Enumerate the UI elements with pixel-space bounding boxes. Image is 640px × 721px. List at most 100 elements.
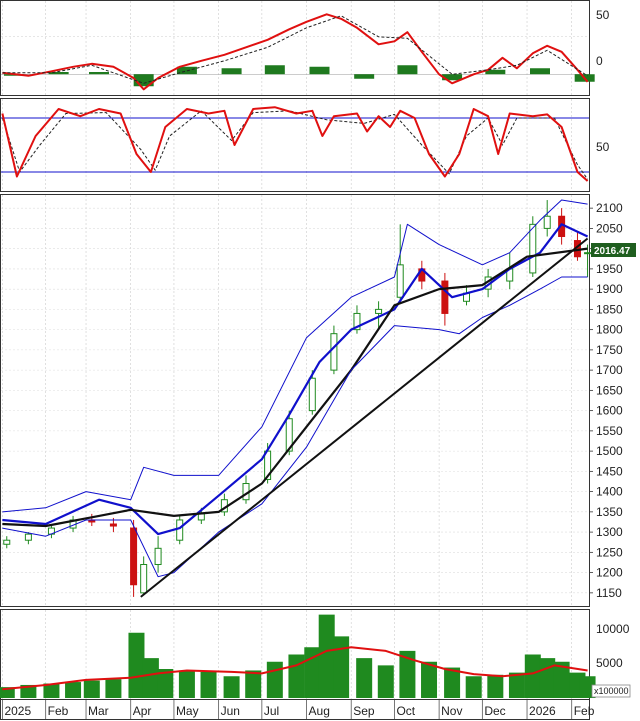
volume-bar xyxy=(20,684,37,698)
volume-bar xyxy=(288,654,305,698)
volume-bar xyxy=(465,676,482,698)
ma-50-line xyxy=(2,247,588,528)
candle-body xyxy=(130,527,138,586)
last-price-box xyxy=(591,243,636,257)
last-price-value: 2016.47 xyxy=(594,246,631,257)
candle-body xyxy=(140,564,148,594)
x-tick-label: Feb xyxy=(48,704,69,718)
candle-body xyxy=(529,223,537,274)
volume-bar xyxy=(65,682,82,698)
grid-layer xyxy=(1,1,589,699)
volume-bar xyxy=(421,661,438,698)
x-tick-label: Jul xyxy=(264,704,279,718)
candle-body xyxy=(330,333,338,371)
volume-bar xyxy=(487,674,504,698)
x-tick-label: Oct xyxy=(396,704,415,718)
macd-histogram-bar xyxy=(309,66,330,75)
x-tick-label: Aug xyxy=(309,704,330,718)
stochastic-d-line xyxy=(1,110,589,180)
macd-panel-frame xyxy=(0,0,590,96)
price-tick-label: 1400 xyxy=(596,485,623,499)
price-axis: 2100205020001950190018501800175017001650… xyxy=(589,201,623,600)
x-tick-label: Dec xyxy=(484,704,505,718)
volume-unit-box xyxy=(591,684,631,698)
stochastic-panel-frame xyxy=(0,98,590,192)
candle-body xyxy=(197,513,205,521)
price-tick-label: 2050 xyxy=(596,221,623,235)
x-tick-label: 2026 xyxy=(529,704,556,718)
marks-layer xyxy=(0,65,596,698)
volume-bar xyxy=(333,636,350,698)
volume-bar xyxy=(356,658,373,698)
price-tick-label: 1550 xyxy=(596,424,623,438)
price-tick-label: 1350 xyxy=(596,505,623,519)
macd-histogram-bar xyxy=(354,74,375,79)
trendline-line xyxy=(140,237,589,598)
volume-tick-10000: 10000 xyxy=(596,622,630,636)
candle-body xyxy=(543,215,551,229)
bollinger-upper-line xyxy=(2,199,588,513)
price-tick-label: 1300 xyxy=(596,525,623,539)
price-tick-label: 1750 xyxy=(596,343,623,357)
volume-bar xyxy=(128,632,145,698)
candle-body xyxy=(441,280,449,314)
volume-bar xyxy=(105,679,122,698)
volume-bar xyxy=(539,658,556,698)
macd-signal-line xyxy=(2,15,588,84)
candle-body xyxy=(24,533,32,541)
x-tick-label: May xyxy=(176,704,199,718)
price-tick-label: 1800 xyxy=(596,323,623,337)
price-tick-label: 1200 xyxy=(596,566,623,580)
volume-bar xyxy=(245,670,262,698)
x-tick-label: 2025 xyxy=(4,704,31,718)
candle-body xyxy=(584,252,592,255)
candle-body xyxy=(285,418,293,452)
last-price-marker: 2016.47 xyxy=(591,243,636,257)
price-tick-label: 1600 xyxy=(596,404,623,418)
x-tick-label: Jun xyxy=(221,704,240,718)
candle-body xyxy=(3,539,11,545)
stochastic-k-line xyxy=(1,106,589,182)
price-tick-label: 1950 xyxy=(596,262,623,276)
volume-bar xyxy=(579,676,596,698)
macd-line xyxy=(2,13,589,91)
price-tick-label: 1850 xyxy=(596,302,623,316)
candle-body xyxy=(154,547,162,566)
macd-histogram-bar xyxy=(530,68,550,75)
volume-ma-line xyxy=(2,646,588,691)
stochastic-axis: 50 xyxy=(596,140,610,154)
candle-body xyxy=(353,312,361,331)
xaxis-frame xyxy=(0,699,590,720)
candle-body xyxy=(176,519,184,541)
stochastic-tick-50: 50 xyxy=(596,140,610,154)
macd-histogram-bar xyxy=(442,74,463,81)
price-tick-label: 1700 xyxy=(596,363,623,377)
x-tick-label: Apr xyxy=(133,704,152,718)
price-tick-label: 2100 xyxy=(596,201,623,215)
x-tick-label: Feb xyxy=(574,704,595,718)
macd-histogram-bar xyxy=(485,69,506,75)
x-tick-label: Mar xyxy=(88,704,109,718)
ma-20-line xyxy=(2,223,589,536)
price-tick-label: 1500 xyxy=(596,444,623,458)
bollinger-lower-line xyxy=(2,276,588,578)
candle-body xyxy=(109,523,117,527)
volume-bar xyxy=(377,665,394,698)
price-tick-label: 1250 xyxy=(596,545,623,559)
price-tick-label: 1650 xyxy=(596,383,623,397)
volume-bar xyxy=(399,650,416,698)
volume-tick-5000: 5000 xyxy=(596,656,623,670)
macd-histogram-bar xyxy=(89,72,109,75)
price-tick-label: 1900 xyxy=(596,282,623,296)
volume-bar xyxy=(318,614,335,698)
volume-bar xyxy=(553,661,570,698)
candle-body xyxy=(308,377,316,412)
x-tick-label: Sep xyxy=(353,704,375,718)
volume-bar xyxy=(200,671,217,698)
macd-histogram-bar xyxy=(48,72,69,75)
volume-bar xyxy=(142,658,159,698)
price-tick-label: 1150 xyxy=(596,586,622,600)
volume-bar xyxy=(508,672,525,698)
macd-tick-0: 0 xyxy=(596,54,603,68)
